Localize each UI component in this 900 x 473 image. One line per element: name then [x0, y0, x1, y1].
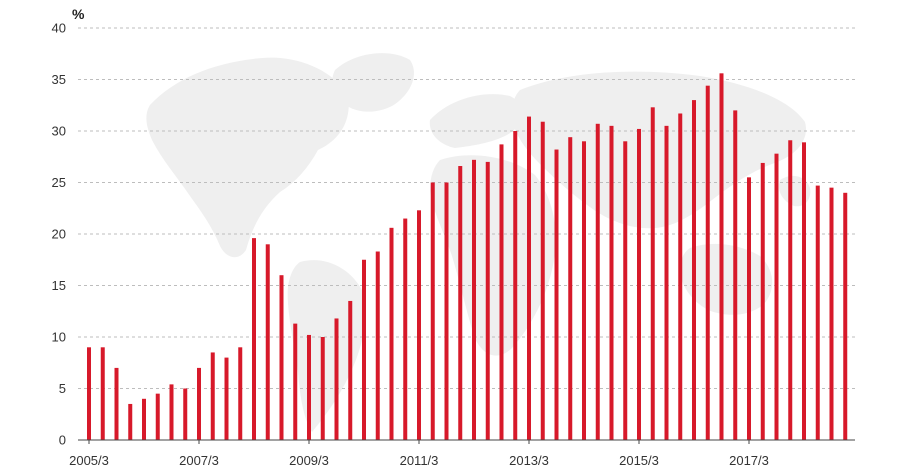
bar — [513, 131, 518, 440]
bar — [774, 153, 779, 440]
bar — [114, 367, 119, 440]
y-axis-ticks: 0 5 10 15 20 25 30 35 40 — [52, 21, 66, 448]
bar — [389, 227, 394, 440]
bar — [362, 259, 366, 440]
y-tick-label: 20 — [52, 227, 66, 242]
x-tick-label: 2009/3 — [289, 453, 329, 468]
y-tick-label: 15 — [52, 278, 66, 293]
bar — [733, 110, 738, 441]
bar — [417, 210, 421, 440]
bar — [100, 347, 105, 440]
bar — [252, 238, 256, 440]
x-tick-label: 2013/3 — [509, 453, 549, 468]
y-tick-label: 0 — [59, 433, 66, 448]
bar — [843, 192, 848, 440]
bar — [279, 275, 284, 440]
bar — [320, 337, 325, 440]
y-tick-label: 35 — [52, 72, 66, 87]
bar — [155, 393, 160, 440]
y-tick-label: 40 — [52, 21, 66, 36]
bar — [224, 357, 229, 440]
y-tick-label: 5 — [59, 381, 66, 396]
bar — [719, 73, 724, 440]
bar — [664, 125, 669, 440]
y-tick-label: 10 — [52, 330, 66, 345]
y-axis-unit: % — [72, 6, 85, 22]
bar — [128, 403, 133, 440]
bar — [760, 162, 765, 440]
bar — [678, 113, 683, 441]
bar — [692, 100, 696, 440]
bar — [403, 218, 408, 440]
bar — [238, 347, 243, 440]
x-tick-label: 2005/3 — [69, 453, 109, 468]
x-axis-ticks: 2005/3 2007/3 2009/3 2011/3 2013/3 2015/3 2017… — [69, 440, 769, 468]
bar — [210, 352, 215, 440]
bar — [293, 323, 298, 440]
bar — [650, 107, 655, 440]
bar — [705, 85, 710, 441]
bar — [609, 125, 614, 440]
bar — [444, 182, 449, 440]
bar — [747, 177, 751, 440]
bar — [169, 384, 174, 440]
bar — [815, 185, 820, 440]
x-tick-label: 2017/3 — [729, 453, 769, 468]
bar — [265, 244, 270, 440]
bar — [142, 398, 146, 440]
bar — [458, 166, 463, 440]
bar — [595, 123, 600, 440]
bar — [307, 334, 311, 440]
x-tick-label: 2007/3 — [179, 453, 219, 468]
bar — [540, 121, 545, 440]
y-tick-label: 30 — [52, 124, 66, 139]
bar — [623, 141, 628, 441]
x-tick-label: 2011/3 — [400, 453, 439, 468]
bar — [802, 142, 806, 440]
bar — [788, 140, 793, 440]
bars — [87, 73, 848, 441]
bar — [829, 187, 834, 440]
bar — [472, 159, 476, 440]
world-map-watermark — [146, 53, 811, 432]
bar — [499, 144, 504, 440]
bar — [430, 182, 435, 440]
bar — [485, 161, 490, 440]
bar — [197, 367, 201, 440]
bar — [334, 318, 339, 440]
bar — [375, 251, 380, 440]
bar — [637, 128, 641, 440]
bar — [87, 347, 91, 440]
bar — [527, 116, 531, 440]
bar — [582, 141, 586, 441]
bar — [568, 137, 573, 440]
x-tick-label: 2015/3 — [619, 453, 659, 468]
bar — [183, 388, 188, 440]
bar — [348, 300, 353, 440]
bar — [554, 149, 559, 441]
y-tick-label: 25 — [52, 175, 66, 190]
